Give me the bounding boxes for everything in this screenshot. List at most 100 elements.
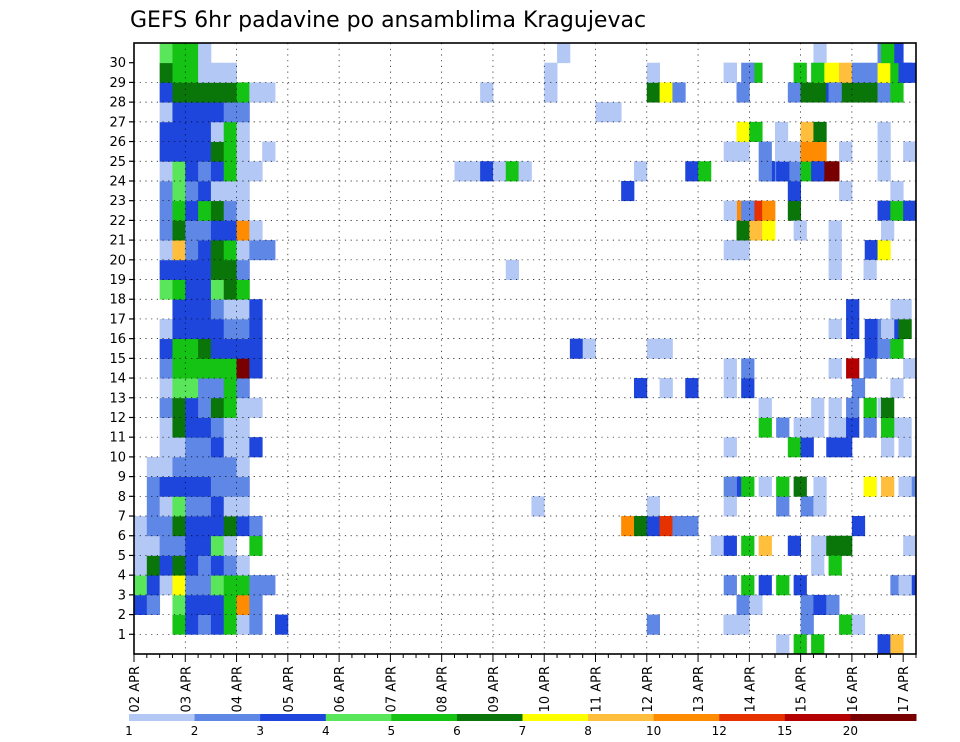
heatmap-cell <box>621 516 635 537</box>
y-tick-label: 14 <box>109 372 126 387</box>
heatmap-cell <box>185 240 199 261</box>
heatmap-cell <box>890 338 904 359</box>
heatmap-cell <box>198 82 212 103</box>
heatmap-cell <box>185 220 199 241</box>
heatmap-cell <box>223 220 237 241</box>
heatmap-cell <box>646 516 661 537</box>
heatmap-cell <box>223 456 237 478</box>
heatmap-cell <box>793 417 807 438</box>
heatmap-cell <box>249 535 263 556</box>
x-tick-label: 04 APR <box>231 666 246 712</box>
heatmap-cell <box>531 496 545 517</box>
y-tick-label: 16 <box>109 332 126 347</box>
heatmap-cell <box>236 516 250 537</box>
y-tick-label: 22 <box>109 214 126 229</box>
heatmap-cell <box>903 358 917 379</box>
heatmap-cell <box>826 594 840 615</box>
heatmap-cell <box>890 378 904 399</box>
heatmap-cell <box>723 378 737 399</box>
heatmap-cell <box>198 397 212 418</box>
heatmap-cell <box>758 476 772 497</box>
heatmap-cell <box>811 417 825 438</box>
y-tick-label: 15 <box>109 352 126 367</box>
heatmap-cell <box>800 614 814 635</box>
heatmap-cell <box>223 516 237 537</box>
colorbar-swatch <box>588 714 655 721</box>
heatmap-cell <box>898 62 912 83</box>
heatmap-cell <box>223 417 237 438</box>
heatmap-cell <box>172 240 186 261</box>
heatmap-cell <box>877 82 891 103</box>
heatmap-cell <box>569 338 584 359</box>
heatmap-cell <box>159 161 173 182</box>
heatmap-cell <box>758 417 772 438</box>
heatmap-cell <box>828 82 842 103</box>
heatmap-cell <box>758 397 772 418</box>
y-tick-label: 11 <box>109 431 126 446</box>
heatmap-cell <box>811 535 825 556</box>
heatmap-cell <box>262 240 276 261</box>
heatmap-cell <box>185 358 199 379</box>
heatmap-cell <box>198 43 212 64</box>
heatmap-cell <box>758 575 772 596</box>
heatmap-cell <box>898 476 912 497</box>
heatmap-cell <box>159 476 173 497</box>
colorbar-label: 12 <box>712 724 727 738</box>
heatmap-cell <box>249 338 263 359</box>
y-tick-label: 26 <box>109 135 126 150</box>
heatmap-cell <box>159 417 173 438</box>
heatmap-cell <box>758 141 772 162</box>
heatmap-cell <box>800 82 814 103</box>
heatmap-cell <box>198 318 212 340</box>
heatmap-cell <box>518 161 532 182</box>
heatmap-cell <box>723 358 737 379</box>
heatmap-cell <box>787 180 802 202</box>
heatmap-cell <box>480 82 494 103</box>
colorbar-swatch <box>194 714 261 721</box>
heatmap-cell <box>249 299 263 320</box>
y-tick-label: 1 <box>118 628 126 643</box>
heatmap-cell <box>881 476 895 497</box>
heatmap-cell <box>787 161 802 182</box>
heatmap-cell <box>236 575 250 596</box>
heatmap-cell <box>811 397 825 418</box>
heatmap-cell <box>185 555 199 576</box>
colorbar-label: 2 <box>191 724 199 738</box>
heatmap-cell <box>223 82 237 103</box>
heatmap-cell <box>646 496 661 517</box>
heatmap-cell <box>172 259 186 280</box>
heatmap-cell <box>249 614 263 635</box>
heatmap-cell <box>877 62 891 83</box>
heatmap-cell <box>172 378 186 399</box>
heatmap-cell <box>774 121 789 142</box>
heatmap-cell <box>210 240 225 261</box>
heatmap-cell <box>146 476 161 497</box>
heatmap-cell <box>210 575 225 596</box>
heatmap-cell <box>198 338 212 359</box>
heatmap-cell <box>185 516 199 537</box>
heatmap-cell <box>890 200 904 221</box>
heatmap-cell <box>198 417 212 438</box>
heatmap-cell <box>736 594 750 615</box>
heatmap-cell <box>864 338 878 359</box>
heatmap-cell <box>198 220 212 241</box>
heatmap-cell <box>813 476 827 497</box>
heatmap-cell <box>172 516 186 537</box>
heatmap-cell <box>851 62 866 83</box>
heatmap-cell <box>198 299 212 320</box>
heatmap-cell <box>890 180 904 202</box>
heatmap-cell <box>223 299 237 320</box>
heatmap-cell <box>223 62 237 83</box>
x-tick-label: 09 APR <box>487 666 502 712</box>
heatmap-cell <box>659 516 673 537</box>
heatmap-cell <box>185 417 199 438</box>
heatmap-cell <box>210 200 225 221</box>
heatmap-cell <box>159 378 173 399</box>
heatmap-cell <box>159 240 173 261</box>
heatmap-cell <box>159 62 173 83</box>
x-tick-label: 14 APR <box>743 666 758 712</box>
heatmap-cell <box>172 82 186 103</box>
heatmap-cell <box>172 318 186 340</box>
heatmap-cell <box>210 417 225 438</box>
heatmap-cell <box>159 456 173 478</box>
